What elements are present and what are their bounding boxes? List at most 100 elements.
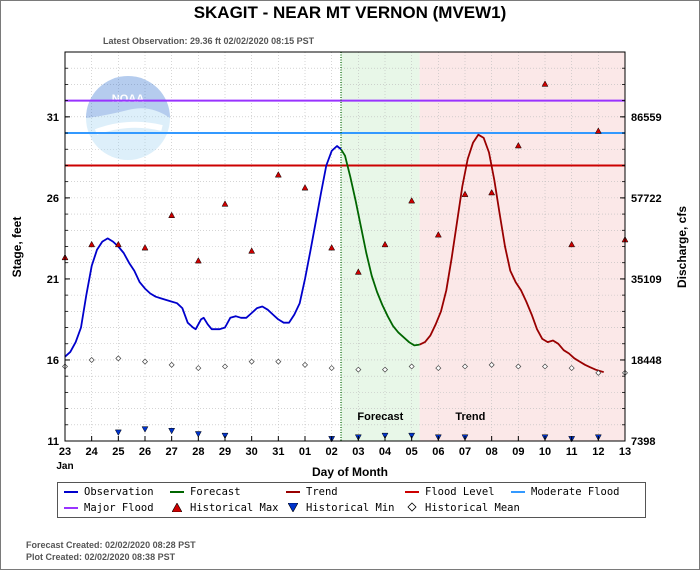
x-tick-label-24: 24	[86, 446, 99, 458]
legend: Observation Forecast Trend Flood Level M…	[57, 482, 646, 518]
historical-mean-marker-5	[195, 365, 202, 372]
x-tick-label-28: 28	[192, 446, 204, 458]
y-tick-label-21: 21	[47, 274, 59, 286]
legend-flood-level-swatch	[405, 491, 419, 493]
historical-mean-marker-9	[302, 361, 308, 368]
historical-max-marker-20	[594, 127, 602, 134]
triangle-down-icon	[286, 502, 300, 514]
legend-historical-mean-label: Historical Mean	[425, 502, 520, 514]
historical-max-marker-13	[408, 197, 416, 204]
historical-min-marker-2	[168, 428, 176, 435]
legend-flood-level: Flood Level	[405, 484, 495, 500]
historical-mean-marker-3	[142, 358, 148, 365]
historical-min-marker-1	[141, 426, 149, 433]
historical-max-marker-8	[274, 171, 282, 178]
legend-observation: Observation	[64, 484, 154, 500]
historical-mean-marker-16	[488, 361, 495, 368]
y-axis-label: Stage, feet	[10, 216, 24, 278]
historical-mean-marker-17	[515, 363, 522, 370]
historical-mean-marker-6	[222, 363, 228, 370]
historical-max-marker-12	[381, 240, 389, 248]
historical-max-marker-6	[221, 200, 229, 207]
x-tick-label-25: 25	[112, 446, 124, 458]
y2-tick-label-35109: 35109	[631, 274, 662, 286]
historical-max-marker-10	[328, 244, 336, 251]
historical-mean-marker-7	[248, 358, 255, 365]
legend-historical-mean: Historical Mean	[405, 500, 520, 516]
historical-mean-marker-13	[408, 363, 415, 370]
historical-max-marker-9	[301, 184, 309, 191]
legend-major-flood-swatch	[64, 507, 78, 509]
legend-flood-level-label: Flood Level	[425, 486, 495, 498]
historical-mean-marker-2	[115, 355, 122, 362]
x-tick-label-06: 06	[432, 446, 444, 458]
axes: 23 Jan 24 25 26 27 28 29 30 31 01 02 03 04 05 06 07 08 09 1…	[47, 51, 662, 472]
historical-max-marker-3	[141, 244, 149, 251]
noaa-logo-wave	[94, 121, 163, 135]
noaa-logo-text: NOAA	[112, 93, 144, 105]
y-tick-label-31: 31	[47, 112, 59, 124]
region-labels: Forecast Trend	[357, 411, 485, 423]
historical-mean-marker-20	[595, 369, 602, 376]
x-tick-label-13: 13	[619, 446, 631, 458]
forecast-region-label: Forecast	[357, 411, 403, 423]
series-observation	[64, 145, 342, 358]
x-tick-label-04: 04	[379, 446, 392, 458]
historical-max-marker-17	[514, 141, 522, 149]
historical-max-marker-7	[248, 247, 256, 254]
legend-forecast: Forecast	[170, 484, 241, 500]
historical-min-marker-8	[408, 432, 416, 440]
legend-observation-swatch	[64, 491, 78, 493]
historical-mean-marker-8	[275, 358, 282, 365]
historical-mean-marker-15	[462, 363, 468, 370]
legend-historical-max-label: Historical Max	[190, 502, 279, 514]
series-trend	[419, 133, 604, 373]
legend-observation-label: Observation	[84, 486, 154, 498]
historical-mean-marker-18	[542, 363, 548, 370]
y2-tick-label-86559: 86559	[631, 112, 662, 124]
legend-historical-max: Historical Max	[170, 500, 279, 516]
historical-min-marker-0	[114, 429, 122, 436]
legend-moderate-flood-swatch	[511, 491, 525, 493]
legend-major-flood-label: Major Flood	[84, 502, 154, 514]
x-tick-label-07: 07	[459, 446, 471, 458]
x-tick-label-10: 10	[539, 446, 551, 458]
x-tick-label-08: 08	[486, 446, 498, 458]
legend-moderate-flood-label: Moderate Flood	[531, 486, 620, 498]
historical-max-marker-2	[114, 240, 122, 248]
historical-mean-marker-19	[568, 365, 575, 372]
y2-tick-label-7398: 7398	[631, 436, 655, 448]
x-tick-label-02: 02	[326, 446, 338, 458]
historical-max-marker-16	[488, 188, 496, 196]
historical-mean-marker-10	[328, 365, 335, 372]
x-tick-label-01: 01	[299, 446, 311, 458]
legend-major-flood: Major Flood	[64, 500, 154, 516]
historical-mean-marker-11	[355, 366, 362, 373]
x-tick-label-05: 05	[406, 446, 418, 458]
diamond-icon	[405, 502, 419, 514]
historical-mean-marker-14	[435, 365, 442, 372]
trend-region-label: Trend	[455, 411, 485, 423]
historical-mean-marker-12	[382, 366, 388, 373]
legend-forecast-swatch	[170, 491, 184, 493]
series-forecast	[340, 148, 420, 347]
historical-max-marker-1	[88, 240, 96, 248]
y2-tick-label-57722: 57722	[631, 193, 662, 205]
noaa-logo: NOAA	[86, 76, 170, 160]
triangle-up-icon	[170, 501, 184, 514]
historical-mean-marker-4	[168, 361, 175, 368]
historical-max-marker-11	[354, 268, 362, 275]
x-tick-label-27: 27	[166, 446, 178, 458]
y-tick-label-16: 16	[47, 355, 59, 367]
x-tick-label-29: 29	[219, 446, 231, 458]
latest-observation: Latest Observation: 29.36 ft 02/02/2020 …	[103, 36, 315, 46]
legend-historical-min: Historical Min	[286, 500, 395, 516]
legend-trend: Trend	[286, 484, 338, 500]
historical-max-marker-15	[461, 190, 469, 197]
x-tick-label-30: 30	[246, 446, 258, 458]
y2-axis-label: Discharge, cfs	[675, 205, 689, 289]
x-tick-label-09: 09	[512, 446, 524, 458]
trend-band	[419, 52, 625, 441]
threshold-lines	[65, 52, 625, 441]
series-lines	[64, 133, 604, 373]
